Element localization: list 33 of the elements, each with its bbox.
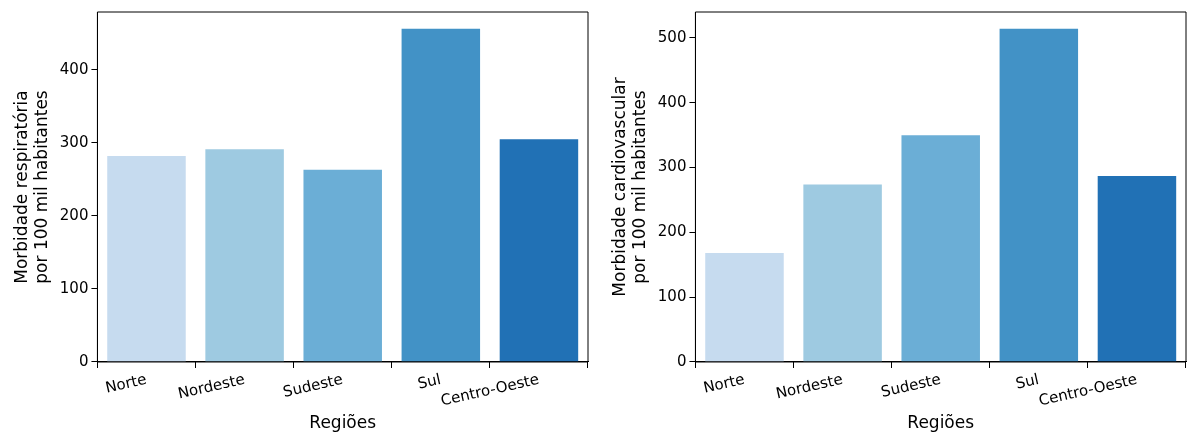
x-tick-label: Sudeste — [879, 369, 943, 401]
bar — [803, 184, 882, 362]
bar — [303, 169, 382, 362]
y-tick-label: 500 — [657, 27, 687, 46]
x-tick-label: Norte — [103, 369, 149, 397]
y-tick-label: 100 — [59, 278, 89, 297]
y-axis-title: Morbidade cardiovascular por 100 mil habitantes — [608, 77, 650, 297]
y-tick-label: 400 — [657, 92, 687, 111]
bar — [107, 155, 186, 362]
bar — [401, 28, 481, 362]
y-axis-title: Morbidade respiratória por 100 mil habitantes — [10, 90, 52, 284]
y-tick-label: 0 — [78, 351, 89, 370]
bar — [999, 28, 1079, 362]
x-axis-title: Regiões — [907, 412, 975, 433]
bar — [705, 253, 784, 362]
y-tick-label: 300 — [657, 157, 687, 176]
x-axis-title: Regiões — [309, 412, 377, 433]
y-tick-label: 200 — [657, 222, 687, 241]
x-tick-label: Nordeste — [774, 369, 845, 403]
x-tick-label: Norte — [701, 369, 747, 397]
x-tick-label: Nordeste — [176, 369, 247, 403]
y-tick-label: 200 — [59, 205, 89, 224]
bar — [205, 149, 284, 362]
y-tick-label: 300 — [59, 132, 89, 151]
bar — [1097, 175, 1177, 362]
bar — [499, 139, 579, 362]
y-tick-label: 0 — [676, 351, 687, 370]
x-tick-label: Sudeste — [281, 369, 345, 401]
x-tick-label: Sul — [1013, 369, 1041, 393]
y-tick-label: 100 — [657, 287, 687, 306]
x-tick-label: Sul — [415, 369, 443, 393]
y-tick-label: 400 — [59, 59, 89, 78]
bar — [901, 135, 980, 362]
